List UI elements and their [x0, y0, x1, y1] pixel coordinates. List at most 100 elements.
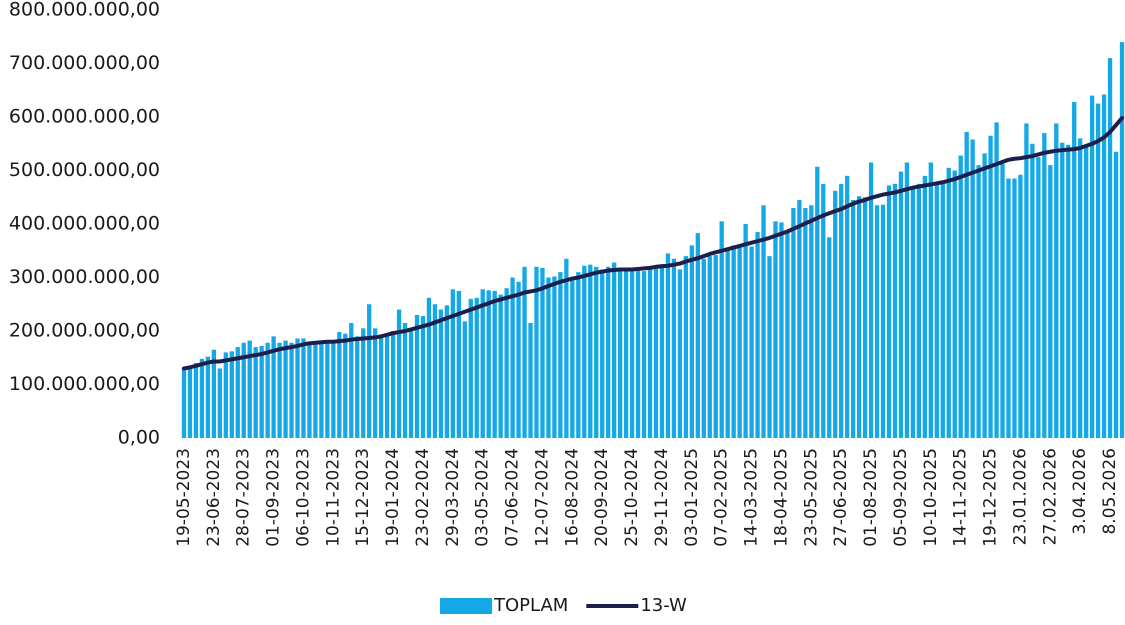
- x-tick-label: 07-06-2024: [503, 448, 523, 547]
- bar: [456, 290, 461, 438]
- x-tick-label: 20-09-2024: [592, 448, 612, 547]
- bar: [1024, 123, 1029, 439]
- bar: [1012, 178, 1017, 438]
- bar: [1054, 123, 1059, 439]
- x-tick-label: 14-11-2025: [951, 448, 971, 547]
- bar: [361, 328, 366, 438]
- x-tick-label: 19-01-2024: [383, 448, 403, 547]
- bar: [301, 338, 306, 438]
- x-tick-label: 16-08-2024: [562, 448, 582, 547]
- bar: [695, 233, 700, 438]
- bar: [701, 258, 706, 438]
- bar: [653, 267, 659, 438]
- bar: [367, 304, 372, 438]
- x-tick-label: 01-09-2023: [264, 448, 284, 547]
- bar: [1084, 146, 1089, 439]
- bar: [665, 253, 671, 438]
- bar: [570, 277, 575, 438]
- x-tick-label: 01-08-2025: [861, 448, 881, 547]
- bar: [904, 162, 910, 438]
- x-tick-label: 18-04-2025: [771, 448, 791, 547]
- bar: [641, 271, 647, 438]
- bar: [629, 269, 635, 438]
- bar: [504, 288, 509, 438]
- bar: [402, 322, 408, 438]
- bar: [253, 347, 258, 438]
- x-tick-label: 27-06-2025: [831, 448, 851, 547]
- x-tick-label: 8.05.2026: [1100, 448, 1120, 535]
- bar: [426, 297, 432, 438]
- bar: [193, 363, 199, 438]
- x-tick-label: 23.01.2026: [1010, 448, 1030, 545]
- bar: [444, 305, 450, 438]
- bar: [540, 267, 545, 438]
- bar: [373, 328, 378, 438]
- bar: [1036, 157, 1041, 438]
- y-tick-label: 600.000.000,00: [9, 106, 160, 128]
- bar: [205, 356, 211, 438]
- bar: [1095, 103, 1101, 438]
- bar: [223, 352, 228, 438]
- bar: [898, 171, 904, 438]
- bar: [617, 271, 623, 438]
- x-tick-label: 3.04.2026: [1070, 448, 1090, 535]
- bar: [331, 340, 336, 438]
- bar: [474, 297, 479, 438]
- bar: [683, 256, 689, 438]
- bar: [827, 237, 832, 438]
- bar: [1101, 94, 1107, 438]
- bar: [1107, 58, 1113, 439]
- bar: [576, 272, 581, 438]
- bar: [546, 277, 551, 438]
- bar: [241, 342, 246, 438]
- bar: [337, 332, 342, 438]
- bar: [821, 183, 826, 438]
- legend-swatch: [440, 598, 492, 614]
- y-tick-label: 100.000.000,00: [9, 373, 160, 395]
- bar: [809, 205, 814, 438]
- bar: [1018, 174, 1023, 438]
- x-tick-label: 19-12-2025: [981, 448, 1001, 547]
- bar: [217, 368, 222, 438]
- bar: [486, 290, 491, 438]
- bar: [1089, 95, 1095, 438]
- bar: [432, 304, 438, 438]
- y-tick-label: 0,00: [118, 427, 160, 449]
- bar: [313, 342, 318, 438]
- bar: [1072, 102, 1077, 439]
- y-tick-label: 500.000.000,00: [9, 159, 160, 181]
- bar: [1048, 165, 1053, 438]
- bar: [277, 342, 282, 438]
- x-tick-label: 19-05-2023: [174, 448, 194, 547]
- x-tick-label: 14-03-2025: [742, 448, 762, 547]
- x-tick-label: 10-10-2025: [921, 448, 941, 547]
- bar: [833, 190, 838, 438]
- bar: [868, 162, 874, 438]
- bar: [396, 309, 402, 438]
- bar: [707, 256, 712, 438]
- bar: [265, 342, 270, 438]
- bar: [785, 232, 790, 438]
- x-tick-label: 10-11-2023: [323, 448, 343, 547]
- bar: [319, 340, 324, 438]
- bar: [307, 341, 312, 438]
- x-tick-label: 28-07-2023: [234, 448, 254, 547]
- bar: [1060, 142, 1065, 438]
- bar: [803, 207, 808, 438]
- x-tick-label: 29-11-2024: [652, 448, 672, 547]
- bar: [994, 122, 999, 438]
- bar: [211, 349, 217, 438]
- bar: [1006, 178, 1011, 438]
- x-tick-label: 23-06-2023: [204, 448, 224, 547]
- bar: [755, 232, 760, 438]
- bar: [438, 309, 444, 438]
- bar: [355, 336, 360, 438]
- bar: [731, 245, 736, 438]
- bar: [600, 269, 605, 438]
- bar: [510, 277, 515, 438]
- bar: [588, 264, 593, 438]
- bar: [420, 316, 426, 438]
- bar: [856, 196, 862, 438]
- bar: [498, 294, 503, 438]
- bar: [964, 131, 969, 439]
